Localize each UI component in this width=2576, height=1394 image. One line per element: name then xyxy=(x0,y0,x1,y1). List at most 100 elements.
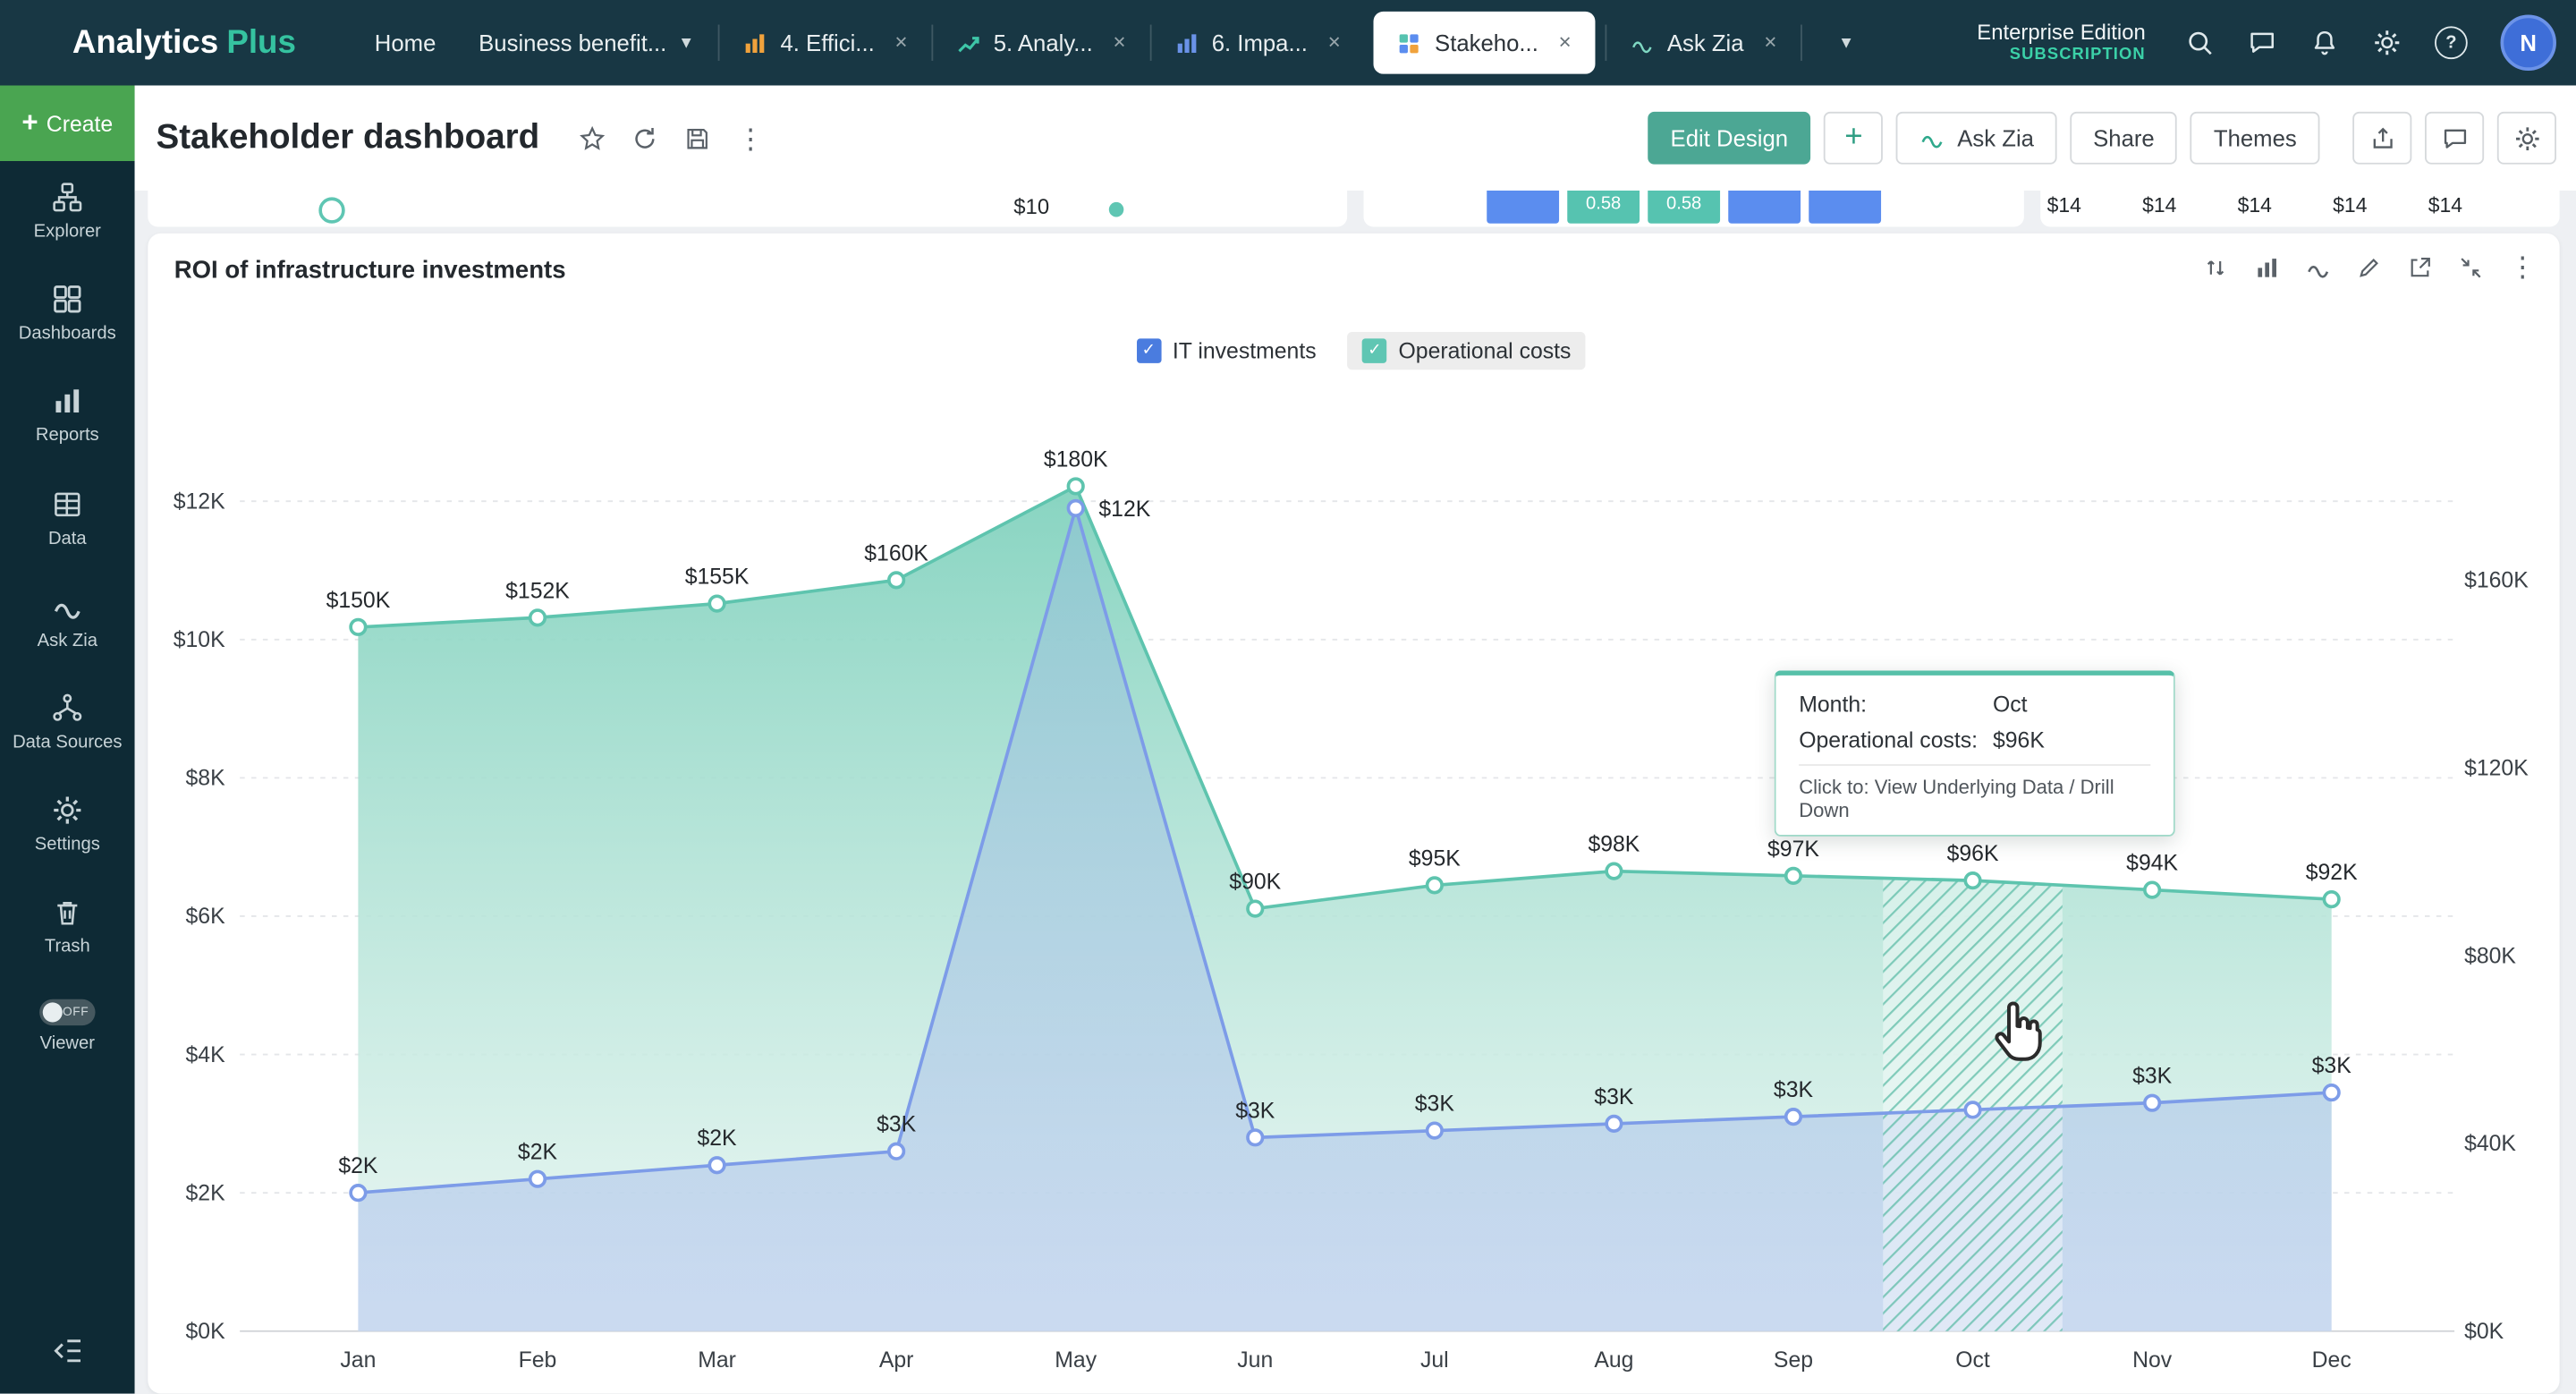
sidebar-item-viewer[interactable]: OFF Viewer xyxy=(0,979,135,1075)
legend-checkbox[interactable]: ✓ xyxy=(1362,338,1387,363)
tooltip-label: Month: xyxy=(1799,692,1868,717)
chart-legend: ✓ IT investments ✓ Operational costs xyxy=(148,332,2559,370)
tab-analysis[interactable]: 5. Analy... ✕ xyxy=(933,0,1149,86)
chart-plot[interactable]: $0K $2K $4K $6K $8K $10K $12K $0K $40K $80K $120K $… xyxy=(148,234,2559,1394)
create-button[interactable]: + Create xyxy=(0,85,135,161)
bar-value: 0.58 xyxy=(1665,193,1702,214)
share-button[interactable]: Share xyxy=(2070,111,2178,165)
open-in-new-icon[interactable] xyxy=(2407,254,2433,280)
top-navigation-bar: Analytics Plus Home Business benefit... … xyxy=(0,0,2576,86)
svg-text:$94K: $94K xyxy=(2126,852,2178,876)
clipped-widget-card: $14 $14 $14 $14 $14 xyxy=(2040,191,2560,227)
app-logo[interactable]: Analytics Plus xyxy=(72,0,296,86)
refresh-icon[interactable] xyxy=(631,124,659,152)
sort-icon[interactable] xyxy=(2203,254,2229,280)
dashboard-settings-button[interactable] xyxy=(2496,111,2556,165)
edition-line1: Enterprise Edition xyxy=(1977,20,2146,45)
svg-text:$150K: $150K xyxy=(326,589,391,613)
ask-zia-label: Ask Zia xyxy=(1957,124,2034,151)
legend-item-it-investments[interactable]: ✓ IT investments xyxy=(1122,332,1331,370)
star-icon[interactable] xyxy=(579,124,606,152)
tab-efficiency[interactable]: 4. Effici... ✕ xyxy=(719,0,930,86)
tab-impact[interactable]: 6. Impa... ✕ xyxy=(1151,0,1364,86)
edition-line2: SUBSCRIPTION xyxy=(2009,46,2146,64)
help-icon[interactable]: ? xyxy=(2435,26,2468,60)
gear-icon[interactable] xyxy=(2372,28,2402,57)
shrink-icon[interactable] xyxy=(2458,254,2484,280)
tab-separator xyxy=(930,24,933,61)
chevron-down-icon: ▼ xyxy=(678,33,695,52)
svg-text:$0K: $0K xyxy=(2464,1320,2504,1344)
svg-text:$4K: $4K xyxy=(186,1043,226,1067)
legend-checkbox[interactable]: ✓ xyxy=(1136,338,1161,363)
svg-text:$95K: $95K xyxy=(1409,846,1461,871)
svg-text:$0K: $0K xyxy=(186,1320,226,1344)
save-icon[interactable] xyxy=(684,124,712,152)
sidebar-item-label: Ask Zia xyxy=(37,630,97,650)
export-button[interactable] xyxy=(2352,111,2412,165)
sidebar-item-dashboards[interactable]: Dashboards xyxy=(0,263,135,365)
tooltip-label: Operational costs: xyxy=(1799,727,1979,753)
themes-button[interactable]: Themes xyxy=(2190,111,2320,165)
create-button-label: Create xyxy=(46,110,114,136)
sidebar-item-explorer[interactable]: Explorer xyxy=(0,161,135,263)
sidebar-collapse-button[interactable] xyxy=(0,1312,135,1394)
sidebar-item-ask-zia[interactable]: Ask Zia xyxy=(0,570,135,672)
chevron-down-icon[interactable]: ▼ xyxy=(1837,33,1855,52)
svg-text:Feb: Feb xyxy=(519,1348,557,1373)
legend-item-operational-costs[interactable]: ✓ Operational costs xyxy=(1347,332,1586,370)
close-icon[interactable]: ✕ xyxy=(1112,33,1127,52)
toggle-state-label: OFF xyxy=(62,1003,89,1018)
edit-pencil-icon[interactable] xyxy=(2356,254,2382,280)
comment-icon xyxy=(2443,128,2466,148)
add-widget-button[interactable]: + xyxy=(1824,111,1884,165)
svg-text:$92K: $92K xyxy=(2306,861,2358,885)
close-icon[interactable]: ✕ xyxy=(1326,33,1342,52)
sidebar-item-data[interactable]: Data xyxy=(0,468,135,570)
kebab-menu-icon[interactable]: ⋮ xyxy=(736,122,765,154)
chart-type-icon[interactable] xyxy=(2254,254,2280,280)
bar-fragment xyxy=(1728,191,1801,224)
sidebar-item-settings[interactable]: Settings xyxy=(0,774,135,876)
kebab-menu-icon[interactable]: ⋮ xyxy=(2508,251,2537,283)
viewer-toggle[interactable]: OFF xyxy=(39,998,96,1025)
close-icon[interactable]: ✕ xyxy=(1763,33,1778,52)
sidebar-item-reports[interactable]: Reports xyxy=(0,365,135,467)
sidebar-item-trash[interactable]: Trash xyxy=(0,877,135,979)
sidebar-item-data-sources[interactable]: Data Sources xyxy=(0,672,135,774)
value-fragment: $14 xyxy=(2046,193,2081,217)
svg-text:$3K: $3K xyxy=(1774,1078,1814,1102)
chat-icon[interactable] xyxy=(2248,28,2277,57)
svg-text:$3K: $3K xyxy=(877,1113,917,1137)
bar-chart-icon xyxy=(1174,30,1199,55)
comments-button[interactable] xyxy=(2425,111,2485,165)
tab-separator xyxy=(1800,24,1802,61)
svg-text:$3K: $3K xyxy=(1235,1099,1275,1123)
sidebar-item-label: Viewer xyxy=(39,1033,96,1053)
tooltip-value: Oct xyxy=(1992,692,2028,717)
top-nav-links: Home Business benefit... ▼ xyxy=(375,0,695,86)
close-icon[interactable]: ✕ xyxy=(1557,33,1572,52)
close-icon[interactable]: ✕ xyxy=(894,33,909,52)
tab-stakeholder-active[interactable]: Stakeho... ✕ xyxy=(1374,11,1596,74)
themes-label: Themes xyxy=(2213,124,2297,151)
avatar[interactable]: N xyxy=(2500,14,2556,71)
sidebar: + Create Explorer Dashboards Reports Dat… xyxy=(0,85,135,1394)
nav-home[interactable]: Home xyxy=(375,30,436,55)
tab-ask-zia[interactable]: Ask Zia ✕ xyxy=(1606,0,1801,86)
edit-design-button[interactable]: Edit Design xyxy=(1647,111,1811,165)
header-actions: Edit Design + Ask Zia Share Themes xyxy=(1647,111,2556,165)
svg-text:$2K: $2K xyxy=(698,1126,738,1151)
svg-text:Jun: Jun xyxy=(1237,1348,1273,1373)
svg-text:$3K: $3K xyxy=(2312,1054,2352,1078)
bar-fragment xyxy=(1809,191,1882,224)
ask-zia-button[interactable]: Ask Zia xyxy=(1896,111,2057,165)
zia-icon xyxy=(1630,30,1655,55)
bell-icon[interactable] xyxy=(2309,28,2339,57)
nav-workspace-dropdown[interactable]: Business benefit... ▼ xyxy=(479,30,694,55)
search-icon[interactable] xyxy=(2185,28,2215,57)
zia-icon xyxy=(54,603,80,619)
zia-icon[interactable] xyxy=(2305,254,2331,280)
zia-icon xyxy=(1922,135,1944,149)
